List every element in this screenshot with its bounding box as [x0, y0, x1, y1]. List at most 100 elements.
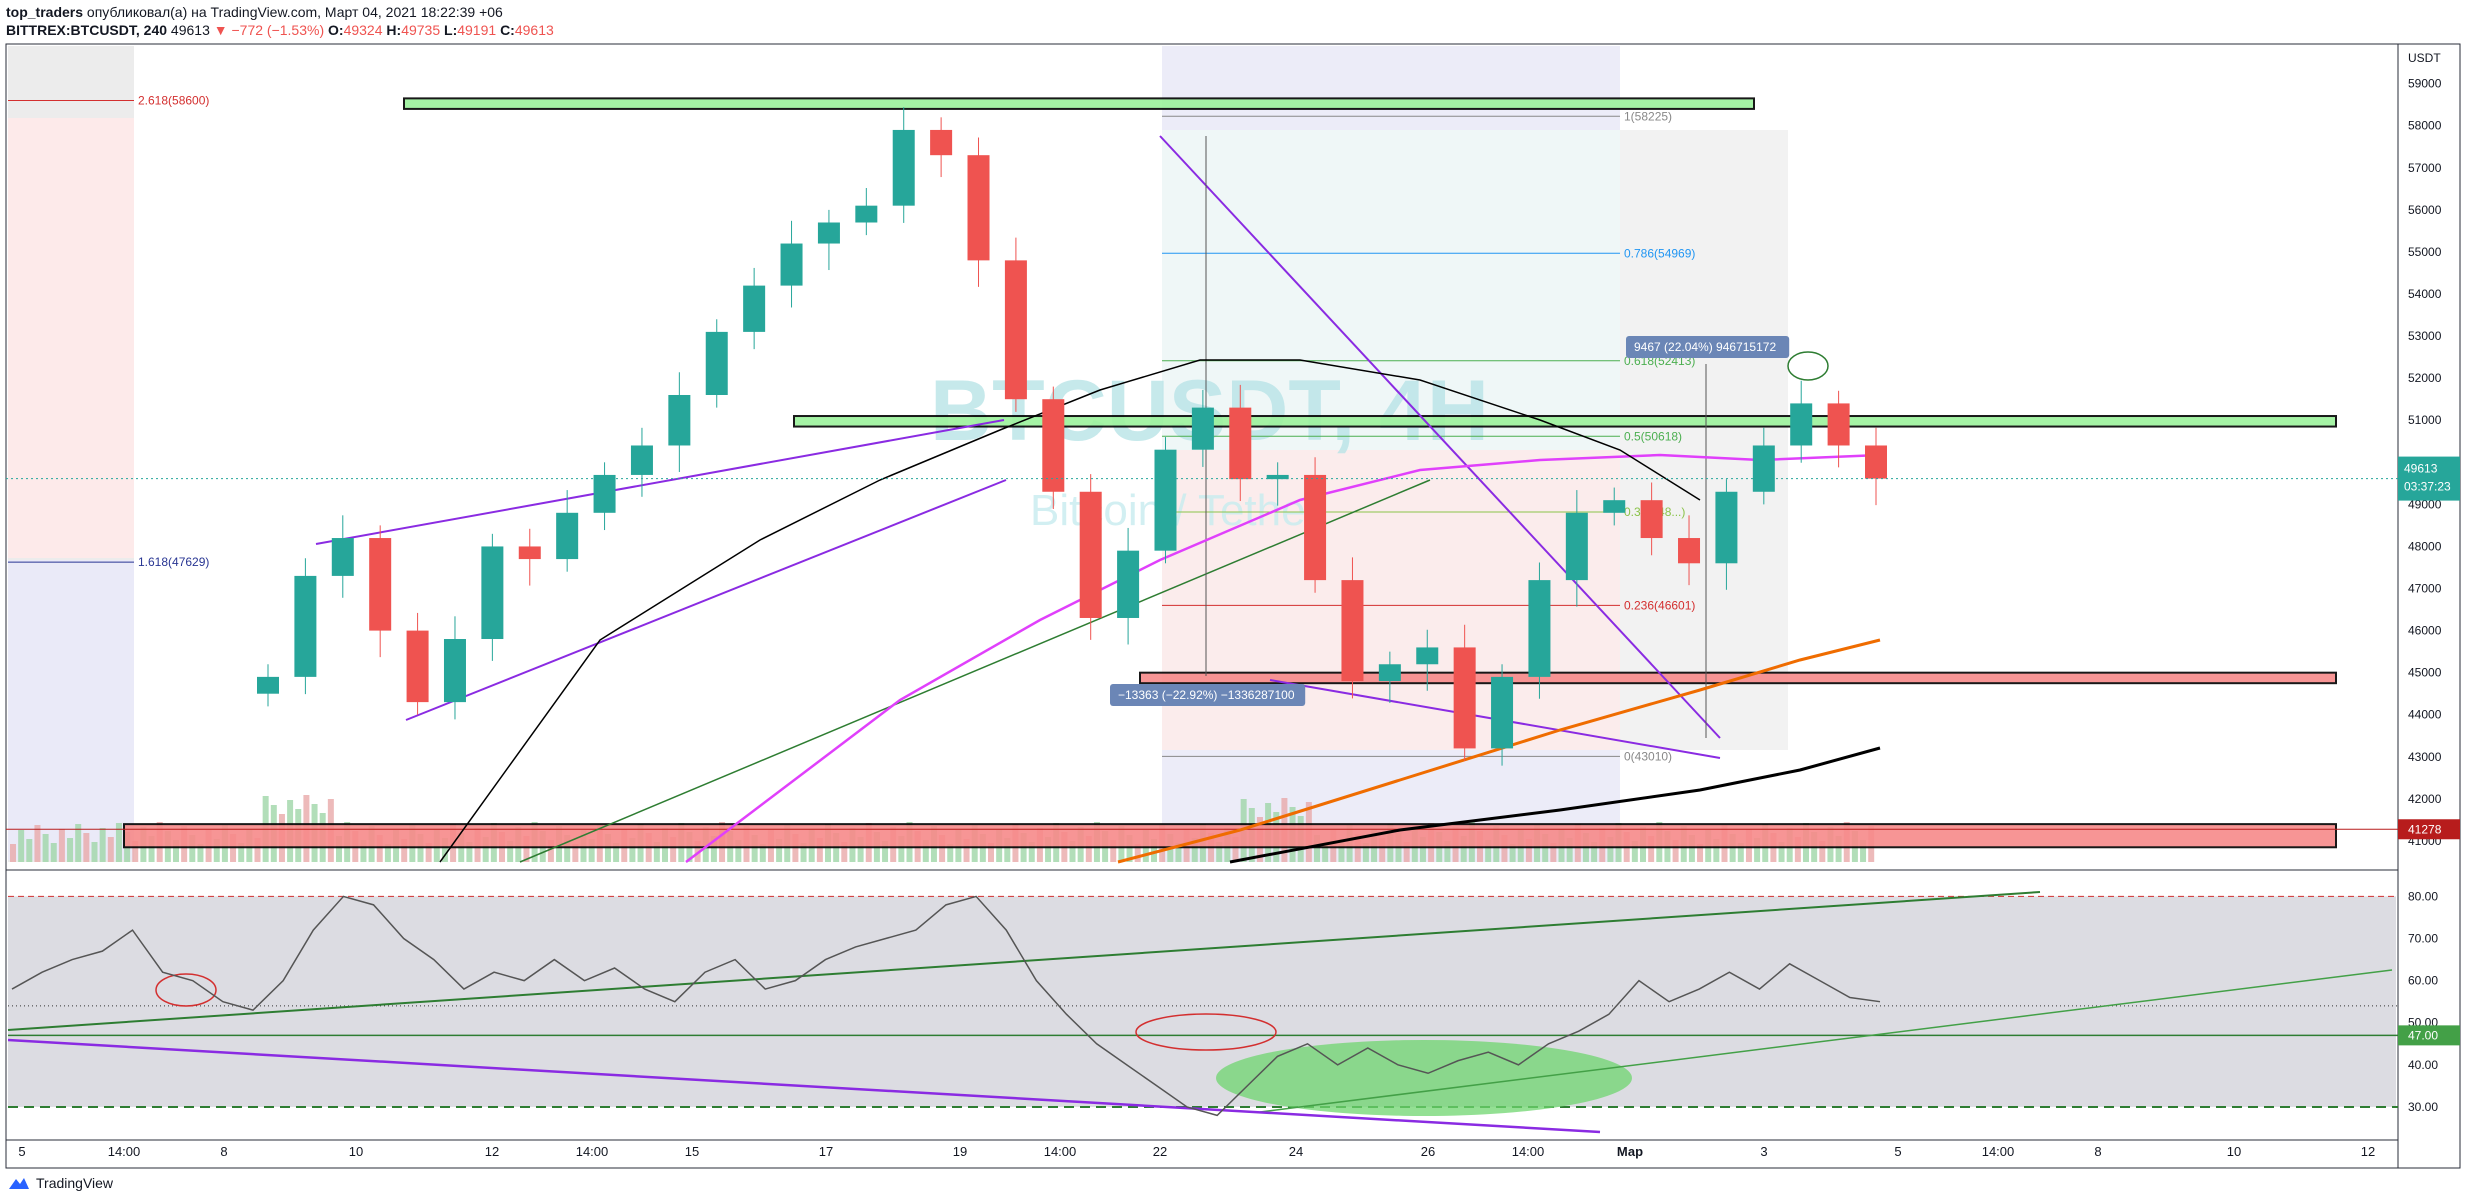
- candle-body: [1640, 500, 1663, 539]
- volume-bar: [401, 839, 408, 862]
- candle-body: [780, 243, 803, 286]
- fib-level-label: 0.236(46601): [1624, 598, 1695, 612]
- volume-bar: [18, 830, 25, 862]
- candle-body: [294, 575, 317, 677]
- volume-bar: [1713, 839, 1720, 862]
- volume-bar: [816, 838, 823, 862]
- candle-body: [1341, 580, 1364, 682]
- open-label: O:: [328, 22, 344, 38]
- tradingview-logo-icon: [9, 1178, 29, 1189]
- rsi-tick-label: 70.00: [2408, 932, 2438, 946]
- candle-body: [743, 285, 766, 332]
- price-tick-label: 57000: [2408, 161, 2442, 175]
- candle-body: [1229, 407, 1252, 480]
- price-tick-label: 55000: [2408, 245, 2442, 259]
- volume-bar: [1737, 843, 1744, 862]
- ma-magenta: [685, 453, 1881, 863]
- highlight-circle: [1787, 351, 1829, 381]
- volume-bar: [1126, 835, 1133, 862]
- rsi-tick-label: 30.00: [2408, 1100, 2438, 1114]
- rsi-trend-up-2: [1259, 969, 2393, 1113]
- volume-bar: [1648, 836, 1655, 862]
- zone-resistance-top: [403, 97, 1755, 110]
- candle-body: [668, 394, 691, 446]
- price-tick-label: 58000: [2408, 119, 2442, 133]
- footer-brand[interactable]: TradingView: [8, 1175, 113, 1191]
- candle-body: [331, 538, 354, 576]
- author-name[interactable]: top_traders: [6, 4, 84, 20]
- volume-bar: [91, 842, 98, 862]
- volume-bar: [564, 835, 571, 862]
- time-tick-label: 14:00: [1982, 1144, 2015, 1159]
- volume-bar: [1151, 839, 1157, 862]
- price-tick-label: 47000: [2408, 582, 2442, 596]
- measure-shade: [1620, 130, 1788, 750]
- time-tick-label: 26: [1421, 1144, 1435, 1159]
- price-tick-label: 43000: [2408, 750, 2442, 764]
- price-tick-label: 51000: [2408, 413, 2442, 427]
- time-tick-label: 12: [485, 1144, 499, 1159]
- candle-body: [1378, 664, 1401, 682]
- candle-body: [1715, 491, 1738, 564]
- volume-bar: [441, 838, 448, 862]
- volume-bar: [1232, 837, 1239, 862]
- symbol-label[interactable]: BITTREX:BTCUSDT, 240: [6, 22, 168, 38]
- volume-bar: [1045, 837, 1052, 862]
- price-tick-label: 53000: [2408, 329, 2442, 343]
- price-tick-label: 42000: [2408, 792, 2442, 806]
- ma-black: [1229, 746, 1881, 864]
- candle-body: [1117, 550, 1140, 618]
- volume-bar: [1819, 841, 1826, 862]
- volume-bar: [1338, 839, 1345, 862]
- candle-body: [855, 205, 878, 223]
- rsi-tick-label: 80.00: [2408, 889, 2438, 903]
- volume-bar: [1485, 840, 1492, 862]
- volume-bar: [58, 829, 65, 862]
- range-shade-red: [8, 118, 134, 558]
- volume-bar: [898, 836, 905, 862]
- price-tag-countdown: 03:37:23: [2404, 480, 2451, 494]
- candle-body: [1491, 676, 1514, 749]
- candle-body: [1154, 449, 1177, 551]
- volume-bar: [1860, 840, 1867, 862]
- time-tick-label: 5: [18, 1144, 25, 1159]
- high-label: H:: [386, 22, 402, 38]
- volume-bar: [710, 836, 717, 862]
- candle-body: [1565, 512, 1588, 581]
- time-tick-label: 8: [2094, 1144, 2101, 1159]
- volume-bar: [189, 835, 196, 862]
- volume-bar: [1419, 837, 1426, 862]
- volume-bar: [360, 840, 367, 862]
- volume-bar: [10, 844, 16, 862]
- candle-body: [1603, 500, 1626, 513]
- volume-bar: [507, 841, 514, 862]
- level-tag-bg: [2398, 819, 2460, 840]
- volume-bar: [482, 837, 489, 862]
- volume-bar: [800, 843, 807, 862]
- time-tick-label: 17: [819, 1144, 833, 1159]
- candle-body: [1304, 474, 1327, 581]
- measure-up-label: 9467 (22.04%) 946715172: [1634, 340, 1776, 354]
- volume-bar: [1085, 836, 1092, 862]
- candle-body: [1865, 445, 1887, 479]
- time-tick-label: 3: [1760, 1144, 1767, 1159]
- close-label: C:: [500, 22, 515, 38]
- time-tick-label: 8: [220, 1144, 227, 1159]
- volume-bar: [1631, 841, 1638, 862]
- volume-bar: [42, 834, 49, 862]
- currency-label: USDT: [2408, 51, 2441, 65]
- volume-bar: [148, 836, 155, 862]
- candle-body: [257, 676, 279, 694]
- trend-line: [315, 419, 1005, 545]
- open-value: 49324: [343, 22, 383, 38]
- volume-bar: [1550, 843, 1557, 862]
- volume-bar: [572, 844, 579, 862]
- volume-bar: [1069, 841, 1076, 862]
- price-tag-bg: [2398, 456, 2460, 501]
- candle-body: [1266, 474, 1289, 480]
- volume-bar: [384, 844, 391, 862]
- time-tick-label: 24: [1289, 1144, 1303, 1159]
- volume-bar: [988, 843, 994, 862]
- time-tick-label: 19: [953, 1144, 967, 1159]
